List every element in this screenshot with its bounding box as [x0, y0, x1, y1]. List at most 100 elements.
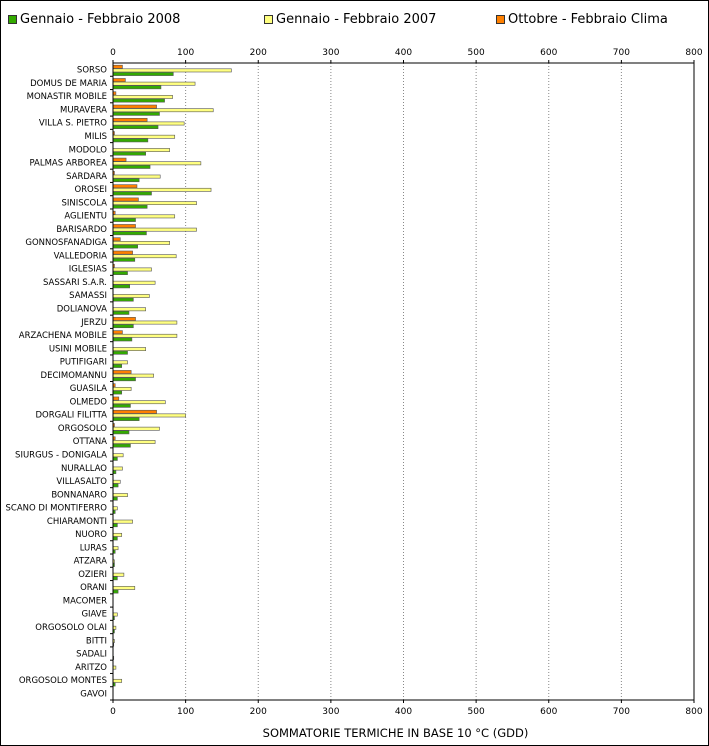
bar — [112, 184, 138, 189]
bar — [112, 125, 159, 129]
bar — [112, 443, 131, 448]
bar — [112, 546, 119, 551]
bar — [112, 227, 197, 232]
bar — [112, 403, 131, 408]
category-label: SARDARA — [66, 172, 107, 182]
x-tick-label-bottom: 500 — [468, 707, 485, 717]
category-label: PALMAS ARBOREA — [29, 159, 107, 169]
legend-label-clima: Ottobre - Febbraio Clima — [508, 12, 668, 27]
x-tick-label-top: 100 — [177, 48, 194, 58]
bar — [112, 307, 146, 312]
bar — [112, 197, 139, 202]
category-label: DECIMOMANNU — [41, 371, 107, 381]
bar — [112, 117, 148, 122]
category-label: ORGOSOLO OLAI — [35, 623, 107, 633]
bar — [112, 271, 128, 275]
bar — [112, 72, 174, 76]
bar — [112, 506, 118, 511]
bar — [112, 373, 154, 378]
bar — [112, 161, 202, 166]
bar — [112, 241, 170, 245]
x-tick-label-bottom: 0 — [110, 707, 116, 717]
category-label: MONASTIR MOBILE — [27, 92, 107, 102]
category-label: MACOMER — [63, 596, 107, 606]
bar — [112, 483, 119, 488]
bar — [112, 440, 156, 444]
bar — [112, 254, 177, 259]
category-label: DORGALI FILITTA — [35, 411, 107, 421]
bar — [112, 333, 178, 338]
category-label: GONNOSFANADIGA — [25, 238, 107, 248]
category-label: SINISCOLA — [61, 198, 107, 208]
category-label: VALLEDORIA — [54, 251, 108, 261]
bar — [112, 244, 138, 249]
bar — [112, 453, 124, 458]
x-tick-label-top: 600 — [540, 48, 557, 58]
legend-swatch-2008 — [8, 15, 17, 24]
bar — [112, 496, 118, 501]
category-label: IGLESIAS — [69, 265, 107, 275]
category-label: ORGOSOLO — [58, 424, 107, 434]
category-label: CHIARAMONTI — [47, 517, 107, 527]
bar — [112, 320, 178, 325]
bar — [112, 350, 128, 355]
bar — [112, 396, 120, 401]
bar — [112, 201, 197, 206]
bar — [112, 337, 133, 342]
bar — [112, 572, 125, 577]
bar — [112, 347, 146, 351]
bar — [112, 191, 152, 196]
legend-label-2008: Gennaio - Febbraio 2008 — [20, 12, 181, 27]
bar — [112, 479, 121, 484]
x-tick-label-bottom: 800 — [685, 707, 702, 717]
x-tick-label-bottom: 200 — [250, 707, 267, 717]
legend-item-clima: Ottobre - Febbraio Clima — [496, 12, 668, 27]
bar — [112, 108, 214, 113]
bar — [112, 386, 132, 391]
bar — [112, 284, 131, 289]
bar — [112, 493, 128, 497]
x-tick-label-top: 200 — [250, 48, 267, 58]
legend-swatch-2007 — [264, 15, 273, 24]
bar — [112, 390, 123, 395]
bar — [112, 98, 165, 103]
bar — [112, 417, 140, 421]
bar — [112, 231, 147, 236]
category-label: GIAVE — [81, 610, 107, 620]
plot-border — [112, 62, 695, 701]
legend: Gennaio - Febbraio 2008 Gennaio - Febbra… — [0, 12, 709, 30]
bar — [112, 324, 134, 329]
x-tick-label-top: 400 — [395, 48, 412, 58]
bar — [112, 64, 123, 69]
category-label: SORSO — [77, 66, 107, 76]
category-label: BARISARDO — [56, 225, 107, 235]
x-tick-label-top: 700 — [613, 48, 630, 58]
x-tick-label-bottom: 300 — [322, 707, 339, 717]
category-label: BONNANARO — [51, 490, 107, 500]
bar — [112, 330, 123, 335]
category-label: OROSEI — [74, 185, 107, 195]
category-label: OZIERI — [78, 570, 107, 580]
bar — [112, 409, 157, 414]
bar — [112, 187, 212, 192]
category-label: ATZARA — [74, 557, 108, 567]
x-tick-label-bottom: 400 — [395, 707, 412, 717]
category-label: LURAS — [80, 543, 107, 553]
bar — [112, 360, 128, 365]
bar — [112, 81, 196, 86]
category-label: JERZU — [80, 318, 107, 328]
category-label: VILLA S. PIETRO — [39, 119, 107, 129]
bar — [112, 364, 123, 368]
legend-label-2007: Gennaio - Febbraio 2007 — [276, 12, 437, 27]
category-label: ORANI — [80, 583, 107, 593]
category-label: ORGOSOLO MONTES — [19, 676, 107, 686]
bar — [112, 317, 136, 321]
category-label: NUORO — [75, 530, 107, 540]
legend-item-2007: Gennaio - Febbraio 2007 — [264, 12, 436, 27]
bar — [112, 456, 118, 461]
category-label: SADALI — [76, 650, 107, 660]
bar — [112, 466, 123, 471]
bar — [112, 519, 133, 524]
category-label: NURALLAO — [61, 464, 107, 474]
bar — [112, 250, 133, 255]
